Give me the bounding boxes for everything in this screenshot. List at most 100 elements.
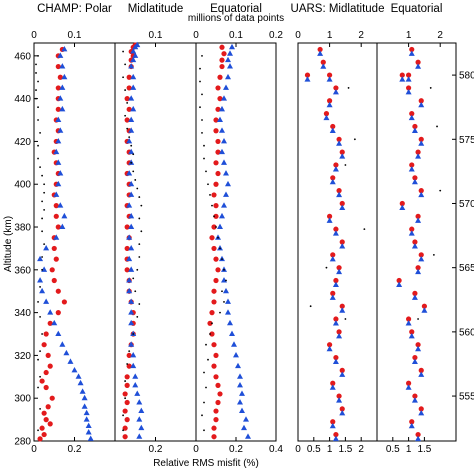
y-tick-label: 580 [459,71,474,82]
data-point-red-circle [330,380,336,386]
data-point-blue-triangle [128,180,135,187]
data-point-blue-triangle [223,287,229,294]
data-point-red-circle [418,136,424,142]
panel-title: UARS: Midlatitude [291,3,385,15]
data-point-red-circle [213,256,219,262]
data-point-red-circle [330,175,336,181]
data-point-blue-triangle [55,330,62,337]
data-point-blue-triangle [408,332,415,339]
data-point-blue-triangle [57,202,64,208]
data-point-red-circle [330,252,336,258]
data-point-blue-triangle [219,127,225,133]
data-point-blue-triangle [217,116,223,123]
data-point-blue-triangle [418,410,425,416]
data-point-black-dot [124,114,127,117]
data-point-blue-triangle [339,243,346,249]
data-point-blue-triangle [126,138,133,144]
data-point-black-dot [203,401,205,404]
data-point-blue-triangle [126,287,133,294]
data-point-blue-triangle [221,202,227,208]
data-point-blue-triangle [411,243,418,249]
data-point-red-circle [409,419,415,425]
data-point-red-circle [209,331,215,337]
data-point-black-dot [43,243,46,246]
data-point-blue-triangle [128,223,135,230]
data-point-red-circle [336,265,342,271]
data-point-red-circle [399,72,405,78]
y-tick-label: 440 [14,94,31,105]
x-tick-label: 0.2 [68,444,82,455]
data-point-black-dot [211,204,213,207]
data-point-blue-triangle [326,101,333,108]
data-point-red-circle [412,354,418,361]
data-point-blue-triangle [229,43,235,50]
data-point-red-circle [215,106,221,112]
data-point-black-dot [219,247,221,250]
data-point-blue-triangle [237,373,243,379]
data-point-red-circle [126,352,132,359]
data-point-red-circle [53,256,59,262]
data-point-red-circle [219,63,225,70]
data-point-blue-triangle [61,212,68,219]
data-point-black-dot [207,358,209,361]
data-point-red-circle [53,213,59,219]
data-point-black-dot [436,125,438,128]
data-point-black-dot [37,358,39,361]
data-point-red-circle [415,431,421,438]
data-point-blue-triangle [126,202,133,208]
data-point-red-circle [421,303,427,309]
y-tick-label: 560 [459,327,474,338]
y-tick-label: 320 [14,351,31,362]
data-point-blue-triangle [138,407,145,414]
data-point-red-circle [213,277,219,284]
y-tick-label: 570 [459,199,474,210]
data-point-black-dot [41,333,43,335]
data-point-blue-triangle [245,433,251,439]
data-point-blue-triangle [418,140,425,146]
data-point-red-circle [213,128,219,134]
panel-title: Equatorial [391,3,443,15]
data-point-blue-triangle [336,397,343,403]
data-point-black-dot [201,54,203,57]
data-point-red-circle [122,391,128,397]
data-point-black-dot [41,230,43,233]
data-point-blue-triangle [229,330,235,337]
data-point-black-dot [213,215,215,218]
x-tick-label: 1.5 [338,444,352,455]
data-point-red-circle [126,74,132,80]
data-point-black-dot [203,429,205,432]
data-point-red-circle [213,352,219,359]
data-point-red-circle [336,188,342,194]
data-point-blue-triangle [59,84,66,90]
data-point-black-dot [429,87,432,89]
data-point-blue-triangle [336,332,343,339]
data-point-black-dot [130,161,133,164]
data-point-blue-triangle [43,245,50,251]
data-point-blue-triangle [132,381,139,388]
data-point-black-dot [37,144,39,147]
data-point-black-dot [344,318,347,320]
data-point-black-dot [43,191,46,194]
data-point-red-circle [51,245,57,252]
data-point-blue-triangle [128,245,135,251]
x-tick-label: 0.2 [149,444,163,455]
data-point-black-dot [140,204,143,207]
data-point-black-dot [344,164,347,166]
data-point-red-circle [41,342,47,348]
data-point-red-circle [55,85,61,91]
data-point-red-circle [215,149,221,155]
data-point-red-circle [333,162,339,168]
data-point-red-circle [415,265,421,271]
data-point-red-circle [43,384,49,391]
data-point-blue-triangle [128,148,135,155]
x-top-tick-label: 1 [406,30,412,41]
data-point-blue-triangle [415,268,422,275]
data-point-blue-triangle [71,366,78,373]
data-point-red-circle [213,213,219,219]
data-point-blue-triangle [136,416,143,422]
data-point-black-dot [140,230,143,233]
data-point-red-circle [219,44,225,50]
data-point-blue-triangle [336,140,343,146]
data-point-red-circle [53,203,59,209]
data-point-blue-triangle [132,373,139,379]
